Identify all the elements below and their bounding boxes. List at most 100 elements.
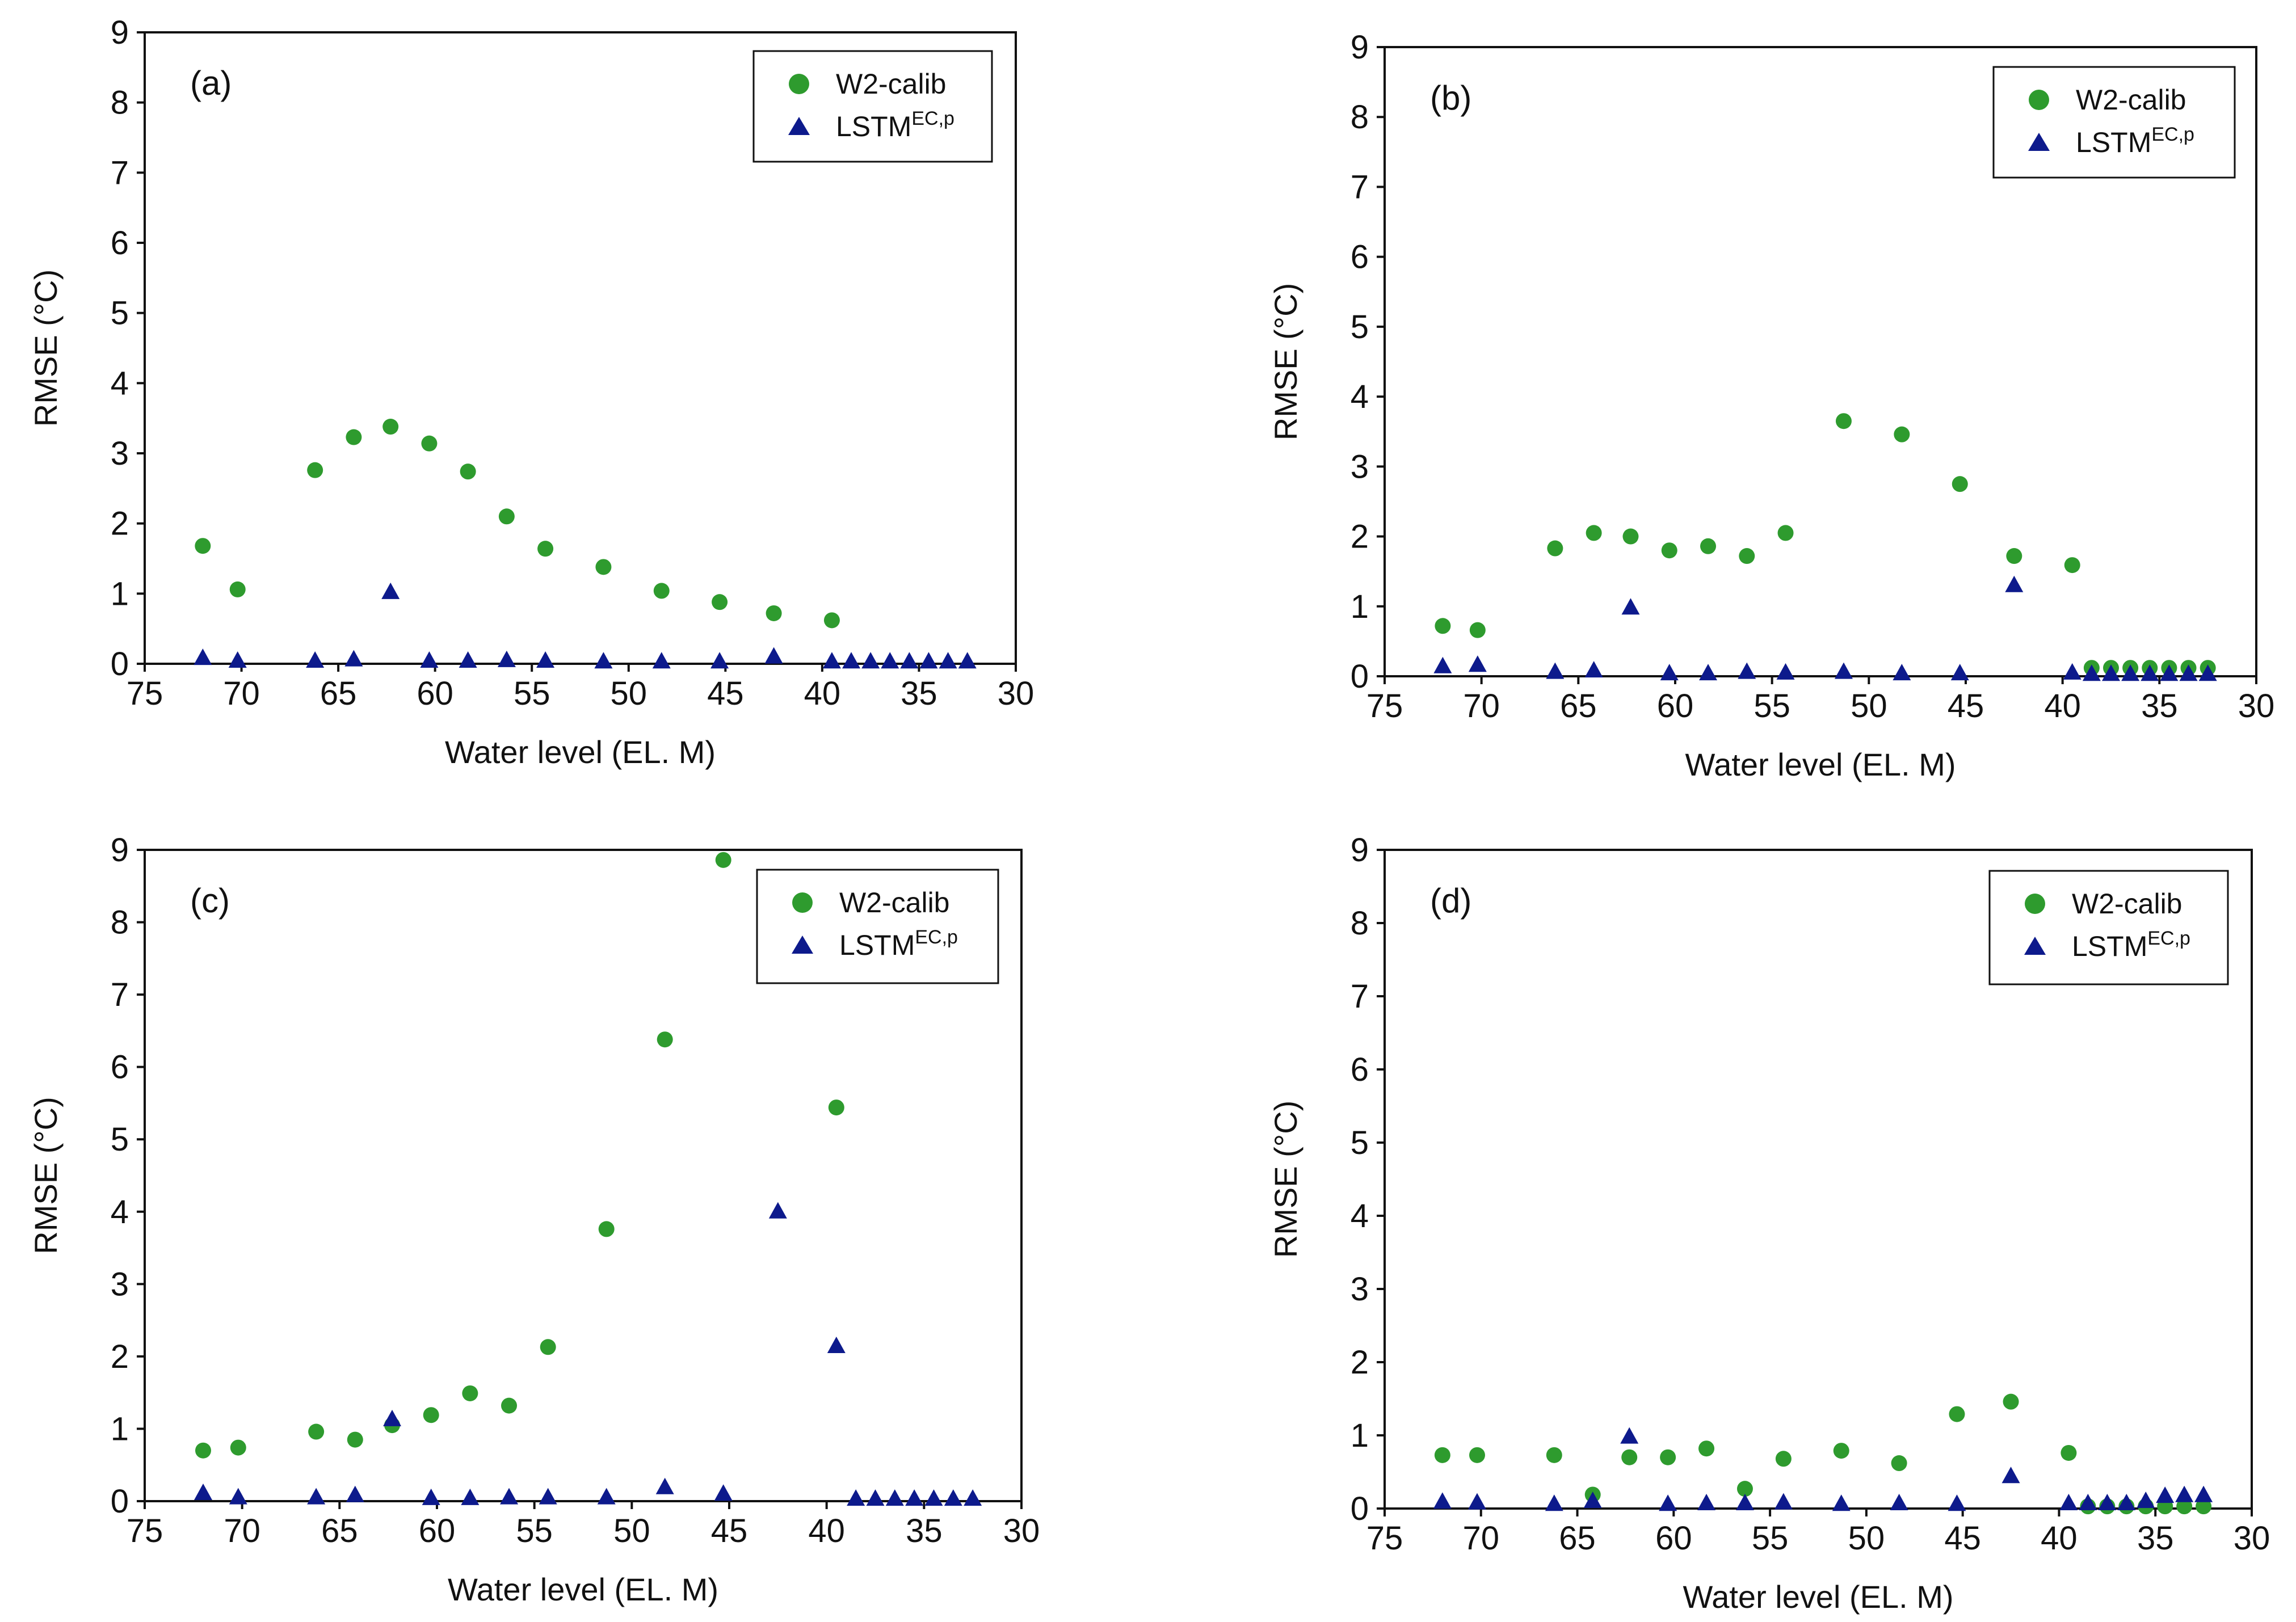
legend-box xyxy=(1992,66,2236,179)
data-point-lstm xyxy=(2098,1493,2117,1510)
data-point-lstm xyxy=(1893,664,1911,681)
x-axis-label: Water level (EL. M) xyxy=(1685,747,1956,782)
data-point-w2-calib xyxy=(1622,528,1639,545)
data-point-w2-calib xyxy=(1894,426,1910,443)
data-point-lstm xyxy=(2137,1492,2155,1509)
data-point-w2-calib xyxy=(598,1221,615,1237)
y-tick-label: 0 xyxy=(111,1483,129,1520)
x-tick-label: 40 xyxy=(2041,1520,2078,1557)
data-point-w2-calib xyxy=(1469,1447,1485,1463)
legend-marker-w2-calib xyxy=(789,74,809,94)
data-point-w2-calib xyxy=(382,419,399,435)
y-tick-label: 1 xyxy=(111,575,129,612)
legend-marker-w2-calib xyxy=(2029,90,2049,110)
y-axis-label: RMSE (°C) xyxy=(28,269,64,427)
legend-label-lstm: LSTMEC,p xyxy=(836,108,954,142)
data-point-w2-calib xyxy=(595,559,612,575)
y-tick-label: 5 xyxy=(1351,309,1369,346)
y-tick-label: 6 xyxy=(1351,1051,1369,1088)
legend-label-lstm: LSTMEC,p xyxy=(2076,124,2194,158)
data-point-lstm xyxy=(229,1488,247,1505)
data-point-lstm xyxy=(194,648,212,665)
y-tick-label: 1 xyxy=(1351,588,1369,625)
y-axis-label: RMSE (°C) xyxy=(28,1097,64,1254)
y-tick-label: 6 xyxy=(111,225,129,262)
x-tick-label: 35 xyxy=(2137,1520,2174,1557)
y-tick-label: 9 xyxy=(1351,29,1369,66)
x-axis-label: Water level (EL. M) xyxy=(448,1572,718,1607)
data-point-w2-calib xyxy=(195,538,211,554)
x-tick-label: 40 xyxy=(2044,688,2081,724)
legend-label-lstm: LSTMEC,p xyxy=(2072,928,2190,962)
data-point-lstm xyxy=(710,652,729,669)
data-point-lstm xyxy=(885,1489,904,1506)
legend-label-w2-calib: W2-calib xyxy=(2072,888,2182,920)
data-point-w2-calib xyxy=(1661,542,1677,559)
data-point-lstm xyxy=(2179,664,2198,681)
data-point-w2-calib xyxy=(230,1439,246,1456)
data-point-lstm xyxy=(842,652,861,669)
data-point-w2-calib xyxy=(540,1339,556,1355)
x-tick-label: 65 xyxy=(1560,688,1597,724)
legend-label-w2-calib: W2-calib xyxy=(839,887,949,919)
x-tick-label: 60 xyxy=(419,1513,456,1549)
y-tick-label: 8 xyxy=(111,904,129,941)
data-point-w2-calib xyxy=(1777,525,1794,541)
panel-label: (a) xyxy=(190,64,232,102)
y-tick-label: 5 xyxy=(111,1121,129,1158)
legend-marker-lstm xyxy=(2028,133,2050,151)
x-tick-label: 75 xyxy=(1366,1520,1403,1557)
data-point-lstm xyxy=(461,1488,480,1505)
data-point-w2-calib xyxy=(1621,1449,1638,1465)
legend-marker-w2-calib xyxy=(792,892,813,913)
data-point-w2-calib xyxy=(653,583,670,599)
y-tick-label: 1 xyxy=(1351,1417,1369,1454)
x-tick-label: 65 xyxy=(1559,1520,1596,1557)
data-point-lstm xyxy=(2194,1485,2213,1502)
y-tick-label: 4 xyxy=(1351,378,1369,415)
data-point-w2-calib xyxy=(1952,476,1968,492)
y-tick-label: 9 xyxy=(111,832,129,869)
x-tick-label: 30 xyxy=(1003,1513,1040,1549)
data-point-lstm xyxy=(2079,1493,2097,1510)
data-point-lstm xyxy=(1467,1493,1486,1510)
x-tick-label: 70 xyxy=(1463,1520,1500,1557)
data-point-lstm xyxy=(1697,1493,1716,1510)
y-tick-label: 9 xyxy=(1351,832,1369,869)
data-point-lstm xyxy=(1890,1493,1908,1510)
y-tick-label: 7 xyxy=(1351,978,1369,1015)
data-point-w2-calib xyxy=(1833,1443,1849,1459)
plot-frame xyxy=(1384,849,2253,1510)
data-point-w2-calib xyxy=(1546,1447,1562,1463)
data-point-lstm xyxy=(1659,1494,1677,1511)
data-point-lstm xyxy=(422,1488,440,1505)
data-point-lstm xyxy=(1834,662,1853,679)
data-point-w2-calib xyxy=(1698,1440,1715,1457)
x-tick-label: 35 xyxy=(906,1513,943,1549)
panel-label: (d) xyxy=(1430,882,1471,920)
data-point-w2-calib xyxy=(2003,1393,2019,1410)
data-point-w2-calib xyxy=(498,508,515,525)
data-point-lstm xyxy=(346,1485,364,1502)
data-point-lstm xyxy=(1621,598,1640,615)
data-point-lstm xyxy=(2156,1486,2175,1503)
legend-marker-lstm xyxy=(792,936,813,954)
x-tick-label: 65 xyxy=(320,675,357,712)
data-point-w2-calib xyxy=(1434,1447,1450,1463)
data-point-w2-calib xyxy=(1660,1449,1676,1465)
data-point-lstm xyxy=(228,651,247,668)
data-point-w2-calib xyxy=(421,435,438,452)
data-point-w2-calib xyxy=(307,462,323,478)
data-point-lstm xyxy=(1583,1492,1602,1509)
data-point-lstm xyxy=(500,1488,519,1505)
x-tick-label: 50 xyxy=(1851,688,1887,724)
y-tick-label: 4 xyxy=(111,365,129,402)
x-tick-label: 45 xyxy=(1944,1520,1981,1557)
data-point-lstm xyxy=(2059,1493,2078,1510)
y-tick-label: 5 xyxy=(111,295,129,332)
data-point-lstm xyxy=(958,652,977,669)
x-tick-label: 55 xyxy=(516,1513,553,1549)
data-point-w2-calib xyxy=(712,594,728,610)
data-point-lstm xyxy=(1660,664,1679,681)
